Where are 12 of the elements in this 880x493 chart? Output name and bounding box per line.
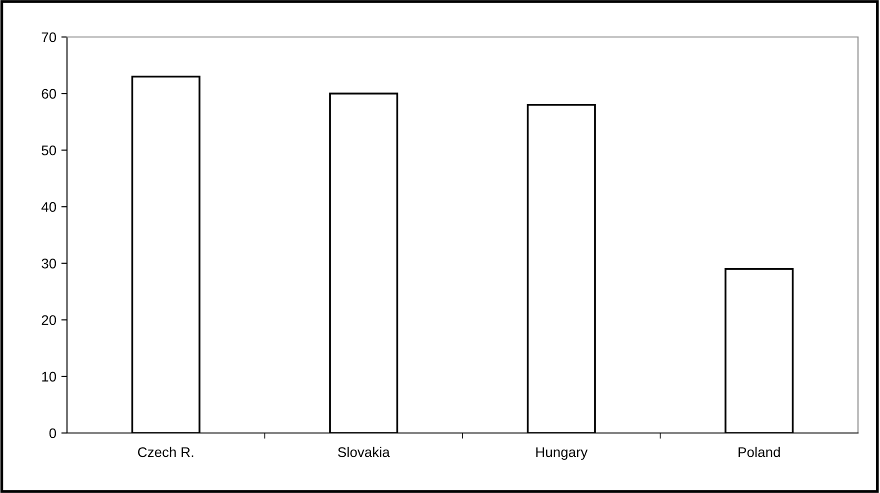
x-tick-label: Hungary	[536, 447, 588, 460]
y-tick-label: 10	[42, 372, 56, 382]
x-tick-label: Slovakia	[338, 446, 390, 458]
y-tick-label: 30	[42, 258, 56, 268]
y-tick-label: 0	[49, 428, 56, 438]
y-tick-label: 60	[42, 88, 56, 99]
y-tick-label: 20	[42, 315, 56, 326]
y-tick-label: 50	[42, 145, 56, 156]
x-tick-label: Czech R.	[138, 446, 194, 458]
y-tick-label: 40	[41, 202, 56, 212]
x-tick-label: Poland	[738, 446, 780, 458]
y-tick-label: 70	[42, 32, 56, 42]
